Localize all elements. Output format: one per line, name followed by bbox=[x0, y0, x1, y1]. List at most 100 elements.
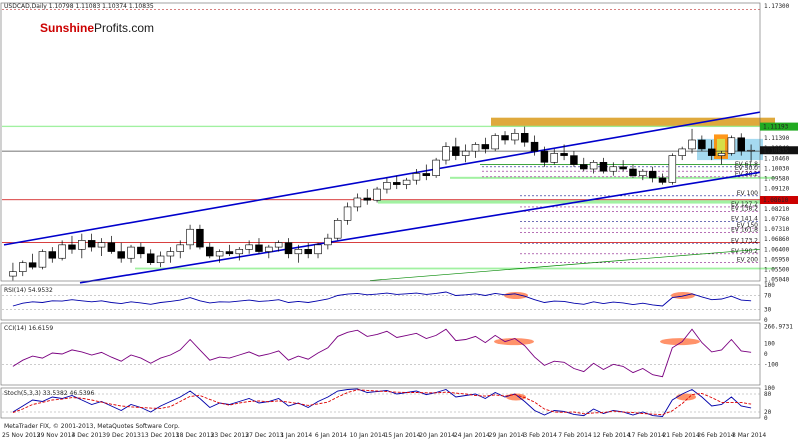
indicator-tick-label: 100 bbox=[764, 385, 775, 392]
candle-down bbox=[206, 246, 214, 257]
candle-up bbox=[511, 132, 519, 141]
candle-down bbox=[146, 253, 155, 264]
price-tick-label: 1.09580 bbox=[764, 175, 790, 182]
candle-up bbox=[373, 188, 381, 201]
candle-up bbox=[412, 173, 421, 181]
candle-down bbox=[452, 146, 460, 156]
candle-down bbox=[629, 168, 637, 176]
candle-down bbox=[48, 251, 57, 259]
date-tick-label: 13 Dec 2013 bbox=[141, 432, 180, 439]
date-tick-label: 3 Feb 2014 bbox=[523, 432, 557, 439]
candle-down bbox=[658, 177, 667, 183]
fib-label: EV 61.8 bbox=[735, 161, 758, 168]
candle-down bbox=[698, 139, 706, 150]
date-tick-label: 7 Feb 2014 bbox=[558, 432, 592, 439]
candle-down bbox=[619, 166, 627, 170]
fib-label: EV 127.2 bbox=[731, 201, 758, 208]
indicator-tick-label: 80 bbox=[764, 391, 772, 398]
support-zone-low bbox=[135, 267, 775, 270]
indicator-tick-label: 100 bbox=[764, 282, 775, 289]
candle-down bbox=[225, 251, 234, 255]
price-tick-label: 1.09120 bbox=[764, 186, 790, 193]
fib-label: EV 50.0 bbox=[735, 165, 758, 172]
level-tag-red: 1.08610 bbox=[763, 197, 789, 204]
highlight-ellipse bbox=[671, 292, 695, 299]
candle-up bbox=[166, 251, 175, 257]
price-tick-label: 1.06400 bbox=[764, 246, 790, 253]
candle-down bbox=[481, 144, 490, 150]
candle-up bbox=[324, 237, 332, 246]
candle-up bbox=[727, 137, 736, 154]
price-tick-label: 1.07760 bbox=[764, 216, 790, 223]
candle-down bbox=[393, 182, 401, 185]
candle-up bbox=[353, 197, 362, 208]
resistance-zone bbox=[491, 117, 775, 127]
date-tick-label: 6 Jan 2014 bbox=[315, 432, 347, 439]
candle-down bbox=[68, 244, 76, 250]
indicator-series-line bbox=[12, 328, 752, 378]
candle-up bbox=[176, 244, 184, 252]
candle-up bbox=[668, 155, 677, 183]
indicator-tick-label: 100 bbox=[764, 341, 775, 348]
candle-down bbox=[599, 162, 608, 172]
indicator-title: CCI(14) 16.6159 bbox=[4, 325, 53, 332]
candle-up bbox=[717, 153, 726, 156]
date-tick-label: 1 Jan 2014 bbox=[280, 432, 312, 439]
support-zone-upper bbox=[450, 176, 775, 179]
price-tick-label: 1.05950 bbox=[764, 256, 790, 263]
candle-up bbox=[442, 146, 450, 161]
date-tick-label: 20 Jan 2014 bbox=[419, 432, 455, 439]
fib-label: EV 141.4 bbox=[731, 215, 758, 222]
current-price-tag-bg bbox=[760, 146, 798, 155]
indicator-pane-frame bbox=[0, 387, 761, 419]
candle-up bbox=[274, 242, 283, 248]
watermark-sunshine: Sunshine bbox=[40, 21, 94, 35]
candle-up bbox=[589, 162, 598, 170]
date-tick-label: 18 Dec 2013 bbox=[176, 432, 215, 439]
candle-down bbox=[648, 170, 657, 179]
candle-down bbox=[540, 150, 549, 163]
candle-up bbox=[333, 220, 342, 239]
candle-down bbox=[560, 153, 568, 156]
candle-up bbox=[9, 271, 17, 277]
indicator-title: RSI(14) 54.9532 bbox=[4, 287, 53, 294]
candle-up bbox=[491, 135, 499, 150]
candle-up bbox=[78, 240, 86, 250]
candle-up bbox=[688, 139, 696, 150]
green-trend-line bbox=[369, 248, 761, 281]
indicator-tick-label: -100 bbox=[764, 361, 779, 368]
candle-up bbox=[402, 179, 411, 185]
candle-up bbox=[127, 246, 135, 259]
price-tick-label: 1.05500 bbox=[764, 266, 790, 273]
candle-up bbox=[383, 182, 391, 190]
fib-label: EV 190.2 bbox=[731, 248, 758, 255]
price-tick-label: 1.17300 bbox=[764, 3, 790, 10]
channel-lower bbox=[79, 171, 761, 284]
candle-up bbox=[471, 144, 480, 152]
candle-down bbox=[107, 242, 116, 252]
indicator-pane-frame bbox=[0, 322, 761, 386]
candle-down bbox=[520, 132, 529, 143]
date-tick-label: 24 Jan 2014 bbox=[454, 432, 490, 439]
candle-up bbox=[19, 262, 27, 272]
date-tick-label: 29 Jan 2014 bbox=[489, 432, 525, 439]
candle-down bbox=[28, 262, 37, 268]
price-tick-label: 1.06860 bbox=[764, 236, 790, 243]
current-price-tag: 1.10835 bbox=[763, 147, 789, 154]
candle-down bbox=[117, 251, 125, 259]
candle-up bbox=[639, 170, 647, 176]
fib-label: EV 173.2 bbox=[731, 238, 758, 245]
candle-down bbox=[570, 155, 578, 165]
candle-down bbox=[422, 173, 431, 176]
candle-up bbox=[678, 148, 686, 156]
date-tick-label: 21 Feb 2014 bbox=[662, 432, 700, 439]
candle-up bbox=[550, 153, 558, 163]
indicator-tick-label: 70 bbox=[764, 293, 772, 300]
level-tag-red-bg bbox=[760, 196, 798, 205]
candle-down bbox=[580, 164, 588, 170]
fib-label: EV 161.8 bbox=[731, 227, 758, 234]
date-tick-label: 4 Dec 2013 bbox=[72, 432, 107, 439]
date-tick-label: 27 Dec 2013 bbox=[245, 432, 284, 439]
